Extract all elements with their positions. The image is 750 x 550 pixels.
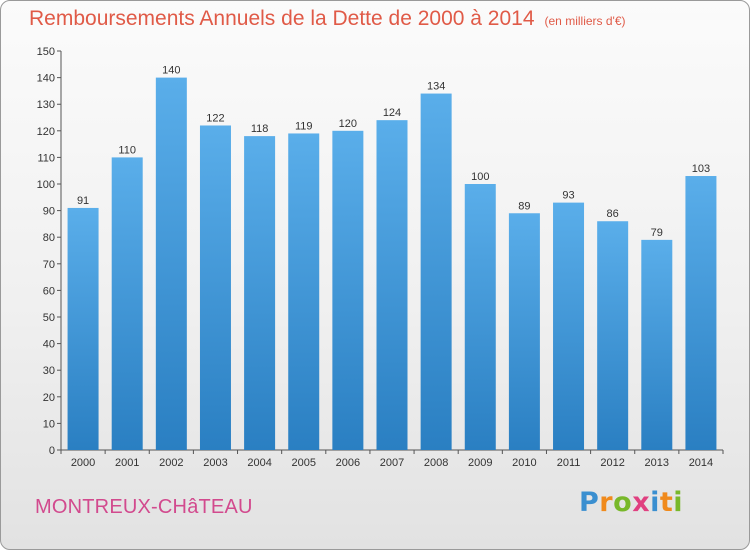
x-tick-label-2006: 2006 (336, 457, 360, 469)
brand-letter: x (632, 487, 651, 518)
bar-2007 (376, 120, 408, 450)
data-label-2006: 120 (339, 118, 357, 130)
x-tick-label-2000: 2000 (71, 457, 95, 469)
y-axis-ticks: 0 10 20 30 40 50 60 70 80 90 100 110 120 130 140 150 (37, 46, 61, 457)
brand-letter: r (599, 487, 614, 518)
bar-2014 (685, 176, 717, 450)
y-tick-label: 100 (37, 179, 55, 191)
brand-logo: Proxiti (579, 487, 683, 518)
bar-2011 (553, 202, 585, 450)
y-tick-label: 10 (43, 418, 55, 430)
chart-title: Remboursements Annuels de la Dette de 20… (29, 7, 535, 30)
data-label-2001: 110 (118, 144, 136, 156)
y-tick-label: 120 (37, 126, 55, 138)
y-tick-label: 30 (43, 365, 55, 377)
chart-subtitle: (en milliers d'€) (544, 14, 626, 28)
bar-2009 (464, 184, 496, 450)
y-tick-label: 40 (43, 339, 55, 351)
y-tick-label: 20 (43, 392, 55, 404)
brand-letter: t (659, 487, 674, 518)
y-tick-label: 70 (43, 259, 55, 271)
data-label-2000: 91 (77, 195, 89, 207)
x-tick-label-2002: 2002 (159, 457, 183, 469)
bar-2005 (288, 133, 320, 450)
data-label-2004: 118 (251, 123, 269, 135)
x-tick-label-2007: 2007 (380, 457, 404, 469)
data-label-2010: 89 (518, 200, 530, 212)
x-tick-label-2005: 2005 (291, 457, 315, 469)
x-tick-label-2012: 2012 (600, 457, 624, 469)
y-tick-label: 90 (43, 206, 55, 218)
y-tick-label: 80 (43, 232, 55, 244)
data-label-2002: 140 (162, 65, 180, 77)
x-tick-label-2013: 2013 (645, 457, 669, 469)
bar-2010 (508, 213, 540, 450)
data-label-2013: 79 (651, 227, 663, 239)
brand-letter: i (650, 487, 660, 518)
x-tick-label-2010: 2010 (512, 457, 536, 469)
bars (67, 77, 717, 451)
x-tick-label-2008: 2008 (424, 457, 448, 469)
y-tick-label: 150 (37, 46, 55, 58)
bar-2013 (641, 239, 673, 450)
bar-2003 (199, 125, 231, 450)
commune-name: MONTREUX-CHâTEAU (35, 496, 253, 518)
brand-letter: o (613, 487, 633, 518)
bar-2006 (332, 130, 364, 451)
data-label-2011: 93 (562, 190, 574, 202)
y-tick-label: 130 (37, 99, 55, 111)
data-label-2007: 124 (383, 107, 401, 119)
x-tick-label-2011: 2011 (557, 457, 581, 469)
data-label-2003: 122 (206, 112, 224, 124)
x-tick-label-2003: 2003 (203, 457, 227, 469)
data-label-2009: 100 (471, 171, 489, 183)
y-tick-label: 60 (43, 285, 55, 297)
x-tick-label-2004: 2004 (247, 457, 271, 469)
brand-letter: P (579, 487, 600, 518)
bar-2004 (244, 136, 276, 450)
data-label-2005: 119 (295, 120, 313, 132)
y-tick-label: 50 (43, 312, 55, 324)
x-tick-label-2001: 2001 (115, 457, 139, 469)
y-tick-label: 140 (37, 73, 55, 85)
data-label-2014: 103 (692, 163, 710, 175)
data-label-2008: 134 (427, 81, 445, 93)
y-tick-label: 0 (49, 445, 55, 457)
brand-letter: i (673, 487, 684, 518)
bar-2002 (155, 77, 187, 450)
data-labels: 91 110 140 122 118 119 120 124 134 100 89 93 86 79 103 (77, 65, 710, 239)
y-tick-label: 110 (37, 152, 55, 164)
x-tick-label-2009: 2009 (468, 457, 492, 469)
x-tick-label-2014: 2014 (689, 457, 713, 469)
bar-2012 (597, 221, 629, 450)
bar-2008 (420, 93, 452, 450)
data-label-2012: 86 (607, 208, 619, 220)
bar-2000 (67, 207, 99, 450)
title-row: Remboursements Annuels de la Dette de 20… (29, 7, 626, 31)
bar-2001 (111, 157, 143, 450)
x-axis-ticks: 2000 2001 2002 2003 2004 2005 2006 2007 2008 2009… (60, 450, 724, 469)
